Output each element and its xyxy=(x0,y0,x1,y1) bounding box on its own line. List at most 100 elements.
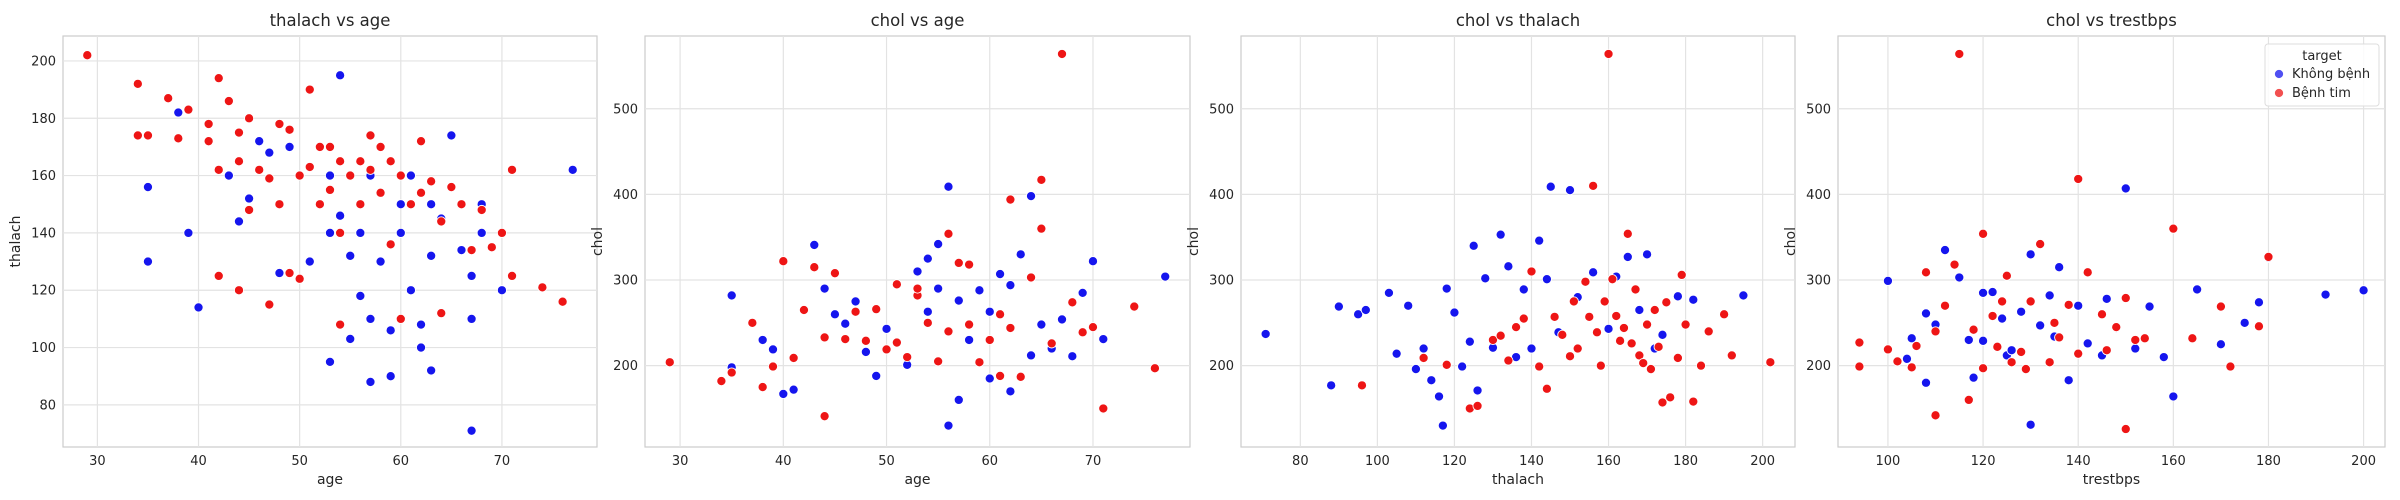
data-point xyxy=(173,107,184,118)
data-point xyxy=(1626,338,1637,349)
data-point xyxy=(2006,357,2017,368)
data-point xyxy=(2168,223,2179,234)
data-point xyxy=(2111,322,2122,333)
data-point xyxy=(365,376,376,387)
data-point xyxy=(1584,311,1595,322)
x-tick-label: 100 xyxy=(1876,454,1901,469)
data-point xyxy=(757,334,768,346)
data-point xyxy=(1472,400,1483,411)
data-point xyxy=(1703,326,1714,337)
x-tick-label: 160 xyxy=(1596,454,1621,469)
data-point xyxy=(716,376,727,387)
legend-marker xyxy=(2273,87,2285,99)
data-point xyxy=(415,342,427,353)
data-point xyxy=(203,118,214,130)
data-point xyxy=(1149,363,1160,374)
data-point xyxy=(1098,403,1109,414)
data-point xyxy=(1457,361,1468,372)
data-point xyxy=(1077,287,1088,298)
series-benh-tim xyxy=(82,50,568,330)
data-point xyxy=(1545,181,1556,192)
data-point xyxy=(1015,371,1026,382)
data-point xyxy=(1622,228,1633,239)
data-point xyxy=(415,136,427,147)
x-tick-label: 80 xyxy=(1292,454,1309,469)
data-point xyxy=(1025,272,1037,283)
data-point xyxy=(2082,267,2093,278)
data-point xyxy=(1087,322,1099,333)
data-point xyxy=(995,268,1006,280)
data-point xyxy=(415,187,427,198)
data-point xyxy=(1418,352,1429,364)
data-point xyxy=(1987,310,1998,322)
data-point xyxy=(1645,364,1656,375)
data-point xyxy=(274,267,285,279)
x-tick-label: 140 xyxy=(2066,454,2091,469)
data-point xyxy=(1480,273,1491,284)
data-point xyxy=(355,156,366,167)
data-point xyxy=(1326,380,1337,391)
data-point xyxy=(1077,327,1088,338)
data-point xyxy=(1930,410,1941,421)
data-point xyxy=(1360,304,1371,316)
data-point xyxy=(1518,284,1529,295)
data-point xyxy=(1738,290,1749,301)
y-axis-label: chol xyxy=(590,227,606,256)
data-point xyxy=(426,365,437,376)
data-point xyxy=(984,373,995,384)
data-point xyxy=(426,199,437,210)
data-point xyxy=(1595,360,1606,371)
data-point xyxy=(1611,310,1622,322)
data-point xyxy=(1607,274,1618,285)
data-point xyxy=(1541,274,1552,285)
data-point xyxy=(757,382,768,393)
data-point xyxy=(1588,267,1599,278)
data-point xyxy=(1992,341,2003,352)
data-point xyxy=(1978,287,1989,298)
data-point xyxy=(1487,334,1499,346)
y-tick-label: 200 xyxy=(1209,359,1234,374)
data-point xyxy=(2225,361,2236,372)
data-point xyxy=(1564,185,1576,196)
data-point xyxy=(881,344,892,355)
data-point xyxy=(995,370,1006,381)
y-tick-label: 400 xyxy=(613,188,638,203)
data-point xyxy=(1468,240,1479,251)
data-point xyxy=(860,335,871,346)
data-point xyxy=(1557,329,1568,340)
x-tick-label: 40 xyxy=(775,454,792,469)
data-point xyxy=(2239,317,2250,328)
data-point xyxy=(173,133,184,144)
data-point xyxy=(2139,333,2150,344)
data-point xyxy=(132,130,143,141)
data-point xyxy=(2096,309,2108,320)
data-point xyxy=(943,326,954,337)
data-point xyxy=(1418,343,1429,354)
data-point xyxy=(345,250,356,261)
data-point xyxy=(183,227,194,238)
data-point xyxy=(2044,357,2055,368)
data-point xyxy=(2073,173,2084,185)
data-point xyxy=(1067,297,1078,308)
data-point xyxy=(355,227,366,238)
data-point xyxy=(1098,334,1109,345)
data-point xyxy=(345,333,356,344)
plot-area xyxy=(1240,35,1796,448)
data-point xyxy=(2054,332,2065,343)
data-point xyxy=(809,262,820,273)
data-point xyxy=(1036,223,1047,234)
data-point xyxy=(1441,359,1452,370)
data-point xyxy=(1518,313,1529,324)
data-point xyxy=(1882,275,1893,286)
data-point xyxy=(850,306,861,317)
data-point xyxy=(1015,249,1026,260)
data-point xyxy=(943,420,954,431)
data-point xyxy=(274,118,285,130)
data-point xyxy=(436,216,447,227)
data-point xyxy=(912,266,923,277)
data-point xyxy=(1968,324,1979,335)
data-point xyxy=(2215,301,2226,312)
data-point xyxy=(1588,180,1599,191)
data-point xyxy=(1464,336,1475,347)
data-point xyxy=(1901,353,1913,364)
